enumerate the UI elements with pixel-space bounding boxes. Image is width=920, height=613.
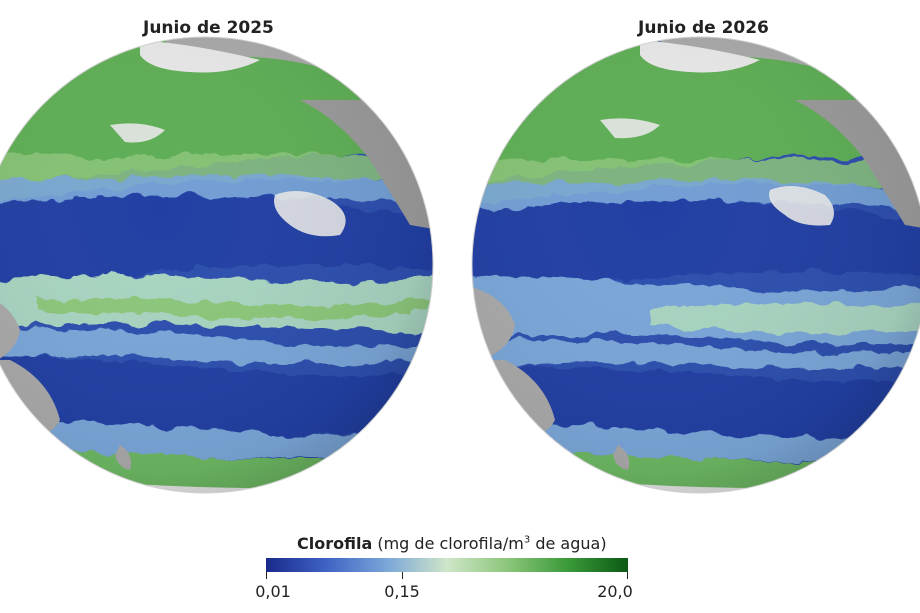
legend-title: Clorofila (mg de clorofila/m3 de agua) [297, 534, 607, 553]
panel-title-2026: Junio de 2026 [638, 18, 769, 38]
legend-tick-max [627, 572, 628, 579]
globe-2026 [471, 36, 920, 494]
legend-color-bar [266, 558, 628, 572]
legend-title-unit-pre: (mg de clorofila/m [377, 534, 524, 553]
legend-label-max: 20,0 [597, 582, 633, 601]
legend-title-bold: Clorofila [297, 534, 373, 553]
legend-label-mid: 0,15 [384, 582, 420, 601]
globe-2025 [0, 36, 434, 494]
legend-tick-mid [402, 572, 403, 579]
legend-title-unit-post: de agua) [530, 534, 607, 553]
legend-tick-min [266, 572, 267, 579]
legend-label-min: 0,01 [255, 582, 291, 601]
globes-figure [0, 36, 920, 494]
legend-title-unit-sup: 3 [523, 534, 531, 546]
panel-title-2025: Junio de 2025 [143, 18, 274, 38]
